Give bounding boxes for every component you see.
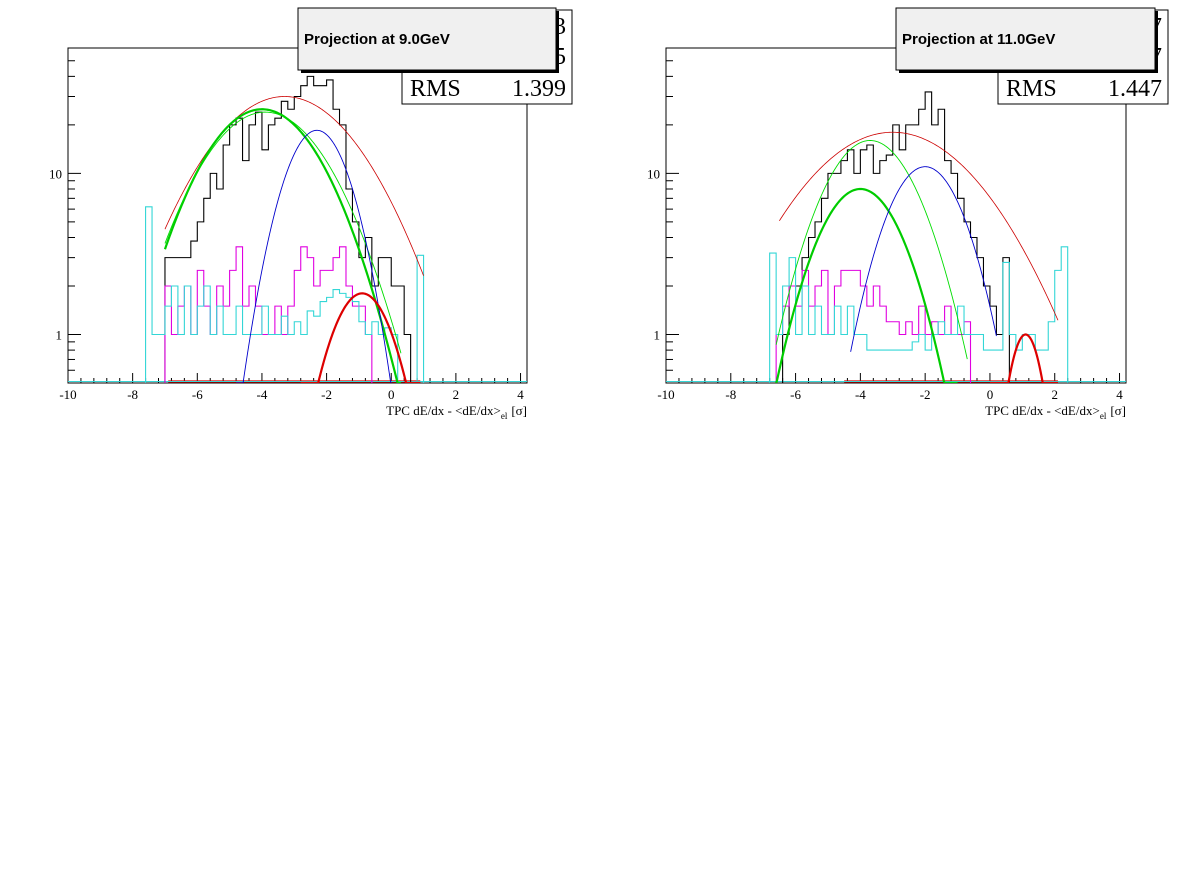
curve-total — [779, 131, 1059, 321]
chart-1: -10 -8 -6 -4 -2 0 2 4 1 10 TPC dE/dx - <dE/dx>el [σ… — [49, 7, 573, 421]
x-tick-label: -6 — [790, 387, 801, 402]
x-axis-label-unit: [σ] — [511, 403, 527, 418]
histogram-data — [164, 75, 412, 383]
x-axis-label: TPC dE/dx - <dE/dx>el [σ] — [386, 403, 527, 421]
x-tick-label: -10 — [59, 387, 76, 402]
stats-rms-value: 1.447 — [1108, 76, 1162, 102]
x-tick-label: -4 — [855, 387, 866, 402]
chart-title: Projection at 9.0GeV — [304, 31, 450, 48]
x-axis-label-sub: el — [501, 411, 508, 421]
stats-rms-label: RMS — [1006, 76, 1057, 102]
x-tick-label: -6 — [192, 387, 203, 402]
x-axis-label-main: TPC dE/dx - <dE/dx> — [985, 403, 1100, 418]
x-tick-label: -8 — [127, 387, 138, 402]
x-tick-label: -10 — [657, 387, 674, 402]
histogram-kaon — [145, 206, 425, 383]
curve-fit-2 — [775, 140, 968, 360]
curve-fit-3 — [236, 129, 392, 383]
x-tick-label: 0 — [388, 387, 395, 402]
curve-fit-1 — [775, 187, 958, 383]
x-tick-label: -4 — [257, 387, 268, 402]
y-tick-label: 10 — [49, 166, 62, 181]
x-axis-label-sub: el — [1100, 411, 1107, 421]
x-tick-label: 4 — [1116, 387, 1123, 402]
title-box — [895, 7, 1156, 71]
y-tick-label: 10 — [647, 166, 660, 181]
plot-area — [666, 91, 1126, 383]
title-box — [297, 7, 557, 71]
y-tick-label: 1 — [654, 327, 661, 342]
curve-fit-3 — [850, 166, 997, 352]
chart-2: -10 -8 -6 -4 -2 0 2 4 1 10 TPC dE/dx - <dE/dx>el [σ… — [647, 7, 1169, 421]
x-axis-label-main: TPC dE/dx - <dE/dx> — [386, 403, 501, 418]
curve-fit-4 — [300, 292, 421, 383]
x-axis-label: TPC dE/dx - <dE/dx>el [σ] — [985, 403, 1126, 421]
chart-title: Projection at 11.0GeV — [902, 31, 1055, 48]
x-tick-label: -2 — [920, 387, 931, 402]
x-tick-label: 2 — [453, 387, 460, 402]
curve-fit-4 — [989, 333, 1058, 383]
x-axis-label-unit: [σ] — [1110, 403, 1126, 418]
histogram-data — [782, 91, 1010, 383]
x-tick-label: 0 — [987, 387, 994, 402]
x-tick-label: 2 — [1051, 387, 1058, 402]
y-tick-label: 1 — [56, 327, 63, 342]
x-tick-label: 4 — [517, 387, 524, 402]
x-tick-label: -8 — [725, 387, 736, 402]
histogram-kaon — [769, 246, 1069, 383]
x-tick-label: -2 — [321, 387, 332, 402]
stats-rms-value: 1.399 — [512, 76, 566, 102]
stats-rms-label: RMS — [410, 76, 461, 102]
curve-fit-2 — [164, 111, 402, 354]
plot-area — [68, 75, 527, 383]
